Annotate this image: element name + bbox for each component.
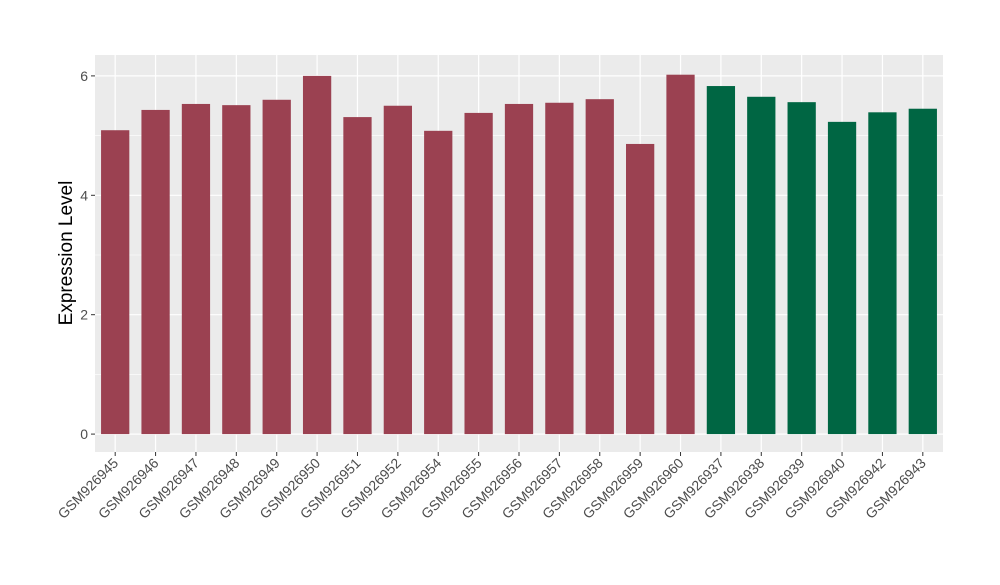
bar xyxy=(908,108,937,435)
y-axis: 0 2 4 6 xyxy=(80,68,95,442)
y-tick-label: 0 xyxy=(80,426,88,442)
bar xyxy=(706,86,736,435)
bar xyxy=(666,74,695,435)
bar xyxy=(262,99,291,435)
bar xyxy=(464,112,493,435)
bar xyxy=(302,75,332,435)
bar xyxy=(141,109,170,435)
bar xyxy=(504,103,534,435)
bar xyxy=(868,112,897,435)
bars xyxy=(101,74,937,435)
y-tick-label: 4 xyxy=(80,187,88,203)
bar xyxy=(101,130,130,435)
y-tick-label: 2 xyxy=(80,307,88,323)
bar xyxy=(626,143,655,435)
bar xyxy=(747,96,776,435)
bar xyxy=(343,117,372,435)
bar xyxy=(424,130,453,435)
bar xyxy=(787,102,816,435)
bar xyxy=(585,99,614,435)
bar xyxy=(222,105,251,435)
bar xyxy=(827,121,857,435)
y-axis-label: Expression Level xyxy=(56,181,77,326)
bar xyxy=(383,105,412,435)
y-tick-label: 6 xyxy=(80,68,88,84)
bar xyxy=(181,103,211,435)
bar xyxy=(545,102,574,435)
x-axis: GSM926945GSM926946GSM926947GSM926948GSM9… xyxy=(54,452,929,522)
